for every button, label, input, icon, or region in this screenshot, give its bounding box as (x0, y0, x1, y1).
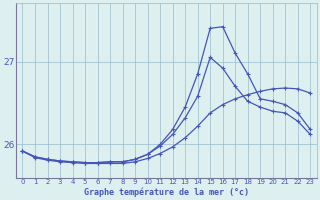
X-axis label: Graphe température de la mer (°c): Graphe température de la mer (°c) (84, 187, 249, 197)
